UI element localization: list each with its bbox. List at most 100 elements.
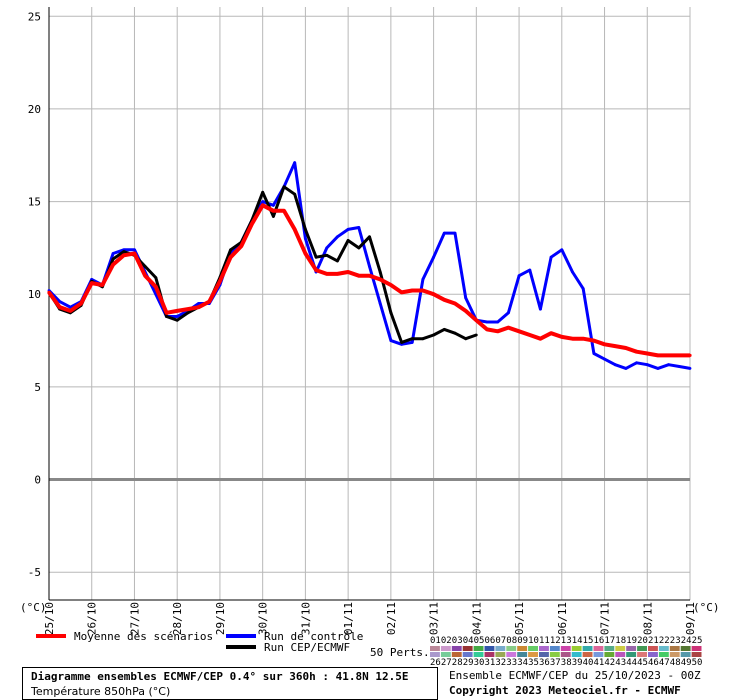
- data-point: [507, 311, 510, 315]
- x-tick-label: 29/10: [214, 602, 227, 635]
- y-tick-label: 10: [28, 288, 41, 301]
- perturbation-id-bottom: 27: [441, 658, 452, 668]
- data-point: [570, 337, 575, 341]
- perturbation-swatch: [462, 646, 473, 651]
- data-point: [261, 203, 265, 207]
- data-point: [133, 248, 136, 252]
- y-tick-label: 5: [34, 381, 41, 394]
- data-point: [635, 350, 639, 354]
- perturbation-swatch: [451, 646, 462, 651]
- perturbation-swatch: [571, 652, 582, 657]
- data-point: [421, 288, 425, 293]
- data-point: [613, 344, 617, 348]
- data-point: [453, 231, 457, 235]
- perturbation-swatch: [473, 646, 484, 651]
- data-point: [560, 335, 564, 339]
- perturbation-id-top: 19: [626, 636, 637, 646]
- perturbation-swatch: [571, 646, 582, 651]
- data-point: [464, 337, 468, 341]
- perturbation-swatch: [626, 652, 637, 657]
- perturbation-swatch: [495, 646, 506, 651]
- data-point: [293, 227, 297, 231]
- data-point: [442, 231, 446, 235]
- data-point: [635, 361, 638, 365]
- data-point: [389, 339, 393, 342]
- perturbation-swatch: [615, 652, 626, 657]
- perturbation-swatch: [473, 652, 484, 657]
- data-point: [368, 235, 371, 239]
- perturbation-id-top: 10: [528, 636, 539, 646]
- data-point: [325, 246, 329, 250]
- data-point: [517, 329, 521, 333]
- ensemble-run-info: Ensemble ECMWF/CEP du 25/10/2023 - 00Z: [449, 669, 701, 682]
- data-point: [560, 248, 564, 252]
- perturbation-swatch: [451, 652, 462, 657]
- perturbation-swatch: [648, 652, 658, 657]
- perturbation-id-top: 08: [506, 636, 517, 646]
- perturbations-label: 50 Perts.: [370, 646, 430, 659]
- data-point: [325, 272, 329, 276]
- data-point: [421, 278, 425, 281]
- data-point: [667, 363, 670, 367]
- x-tick-label: 05/11: [513, 602, 526, 635]
- perturbation-id-top: 14: [572, 636, 583, 646]
- data-point: [688, 353, 692, 357]
- data-point: [474, 318, 478, 322]
- x-tick-label: 31/10: [299, 602, 312, 635]
- perturbation-swatch: [549, 646, 560, 651]
- perturbation-swatch: [648, 646, 658, 651]
- perturbation-id-bottom: 36: [539, 658, 550, 668]
- perturbation-swatch: [549, 652, 560, 657]
- data-point: [624, 346, 628, 350]
- data-point: [346, 270, 350, 274]
- data-point: [175, 318, 179, 322]
- perturbation-id-top: 23: [670, 636, 681, 646]
- data-point: [186, 311, 190, 315]
- data-point: [90, 281, 94, 285]
- perturbation-id-top: 03: [452, 636, 463, 646]
- data-point: [272, 203, 275, 207]
- data-point: [442, 328, 446, 331]
- perturbation-swatch: [539, 646, 549, 651]
- x-tick-label: 25/10: [43, 602, 56, 635]
- perturbation-swatch: [517, 652, 528, 657]
- data-point: [432, 333, 435, 337]
- perturbation-id-bottom: 39: [572, 658, 583, 668]
- perturbation-swatch: [495, 652, 506, 657]
- perturbation-swatch: [582, 646, 593, 651]
- perturbation-id-bottom: 34: [517, 658, 528, 668]
- data-point: [250, 222, 254, 226]
- perturbation-swatch: [691, 652, 702, 657]
- data-point: [592, 339, 596, 343]
- data-point: [143, 265, 147, 268]
- x-tick-label: 28/10: [171, 602, 184, 635]
- data-point: [389, 311, 393, 315]
- perturbation-id-top: 25: [692, 636, 703, 646]
- x-tick-label: 27/10: [128, 602, 141, 635]
- perturbation-id-bottom: 38: [561, 658, 572, 668]
- data-point: [464, 296, 468, 300]
- perturbation-swatch: [506, 652, 517, 657]
- perturbation-swatch: [626, 646, 637, 651]
- data-point: [68, 309, 72, 313]
- x-tick-label: 30/10: [257, 602, 270, 635]
- x-tick-label: 26/10: [86, 602, 99, 635]
- data-point: [442, 298, 446, 302]
- data-point: [549, 255, 553, 259]
- data-point: [602, 342, 607, 346]
- perturbation-swatch: [593, 652, 604, 657]
- data-point: [528, 333, 532, 337]
- perturbation-id-top: 11: [539, 636, 550, 646]
- perturbation-id-bottom: 42: [604, 658, 615, 668]
- perturbation-id-top: 01: [430, 636, 441, 646]
- perturbation-id-bottom: 46: [648, 658, 659, 668]
- perturbation-id-bottom: 35: [528, 658, 539, 668]
- y-tick-label: -5: [28, 566, 41, 579]
- perturbation-swatch: [680, 652, 691, 657]
- perturbation-swatch: [691, 646, 702, 651]
- perturbation-id-top: 09: [517, 636, 528, 646]
- perturbation-id-bottom: 49: [681, 658, 692, 668]
- x-tick-label: 01/11: [342, 602, 355, 635]
- data-point: [335, 272, 339, 276]
